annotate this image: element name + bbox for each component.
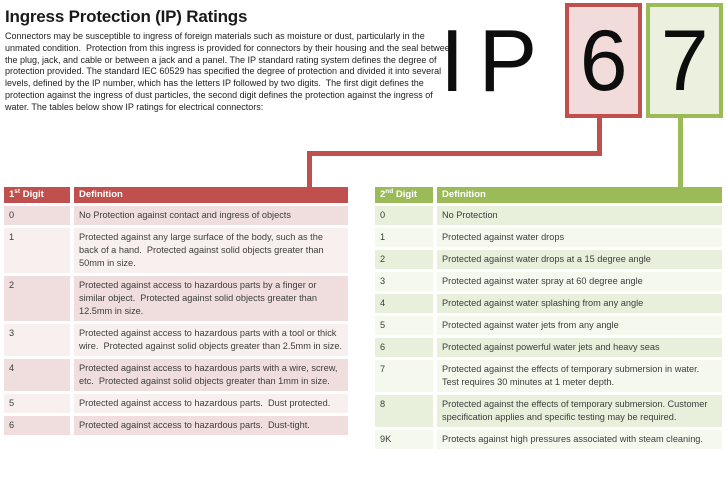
table-row: 3 Protected against water spray at 60 de… xyxy=(375,272,722,291)
page-title: Ingress Protection (IP) Ratings xyxy=(5,7,248,26)
table-row: 0 No Protection xyxy=(375,206,722,225)
digit-cell: 3 xyxy=(375,272,433,291)
table-row: 8 Protected against the effects of tempo… xyxy=(375,395,722,427)
second-digit-header-cell: 2nd Digit xyxy=(375,187,433,203)
definition-cell: Protected against water drops xyxy=(437,228,722,247)
digit-cell: 5 xyxy=(4,394,70,413)
definition-cell: Protected against water jets from any an… xyxy=(437,316,722,335)
digit-cell: 3 xyxy=(4,324,70,356)
first-digit-value: 6 xyxy=(579,12,628,109)
definition-cell: Protected against water spray at 60 degr… xyxy=(437,272,722,291)
definition-cell: Protected against powerful water jets an… xyxy=(437,338,722,357)
second-digit-value: 7 xyxy=(660,12,709,109)
table-row: 6 Protected against powerful water jets … xyxy=(375,338,722,357)
table-row: 4 Protected against access to hazardous … xyxy=(4,359,348,391)
table-row: 5 Protected against water jets from any … xyxy=(375,316,722,335)
definition-cell: Protected against access to hazardous pa… xyxy=(74,324,348,356)
definition-cell: Protected against the effects of tempora… xyxy=(437,395,722,427)
digit-cell: 0 xyxy=(375,206,433,225)
first-digit-connector-drop xyxy=(307,151,312,187)
definition-cell: Protected against the effects of tempora… xyxy=(437,360,722,392)
digit-cell: 9K xyxy=(375,430,433,449)
digit-cell: 0 xyxy=(4,206,70,225)
first-digit-table: 1st Digit Definition 0 No Protection aga… xyxy=(4,187,348,435)
digit-cell: 8 xyxy=(375,395,433,427)
digit-cell: 1 xyxy=(375,228,433,247)
digit-cell: 7 xyxy=(375,360,433,392)
second-digit-box: 7 xyxy=(646,3,724,118)
definition-cell: Protected against access to hazardous pa… xyxy=(74,276,348,321)
definition-cell: No Protection xyxy=(437,206,722,225)
table-row: 4 Protected against water splashing from… xyxy=(375,294,722,313)
first-digit-box: 6 xyxy=(565,3,643,118)
second-digit-table-header: 2nd Digit Definition xyxy=(375,187,722,203)
table-row: 3 Protected against access to hazardous … xyxy=(4,324,348,356)
second-digit-table-body: 0 No Protection 1 Protected against wate… xyxy=(375,206,722,449)
definition-cell: Protects against high pressures associat… xyxy=(437,430,722,449)
definition-cell: Protected against access to hazardous pa… xyxy=(74,394,348,413)
definition-cell: No Protection against contact and ingres… xyxy=(74,206,348,225)
table-row: 9K Protects against high pressures assoc… xyxy=(375,430,722,449)
first-digit-table-header: 1st Digit Definition xyxy=(4,187,348,203)
digit-cell: 4 xyxy=(4,359,70,391)
ip-letter-p: P xyxy=(478,10,538,110)
ip-rating-graphic: I P 6 7 xyxy=(440,3,724,118)
digit-cell: 1 xyxy=(4,228,70,273)
second-digit-connector-drop xyxy=(678,117,683,187)
intro-paragraph: Connectors may be susceptible to ingress… xyxy=(5,31,458,112)
ip-letter-i: I xyxy=(440,10,465,110)
table-row: 7 Protected against the effects of tempo… xyxy=(375,360,722,392)
table-row: 5 Protected against access to hazardous … xyxy=(4,394,348,413)
definition-cell: Protected against any large surface of t… xyxy=(74,228,348,273)
digit-cell: 2 xyxy=(375,250,433,269)
first-digit-connector-stem xyxy=(597,117,602,156)
definition-cell: Protected against water splashing from a… xyxy=(437,294,722,313)
definition-header-cell: Definition xyxy=(74,187,348,203)
table-row: 1 Protected against any large surface of… xyxy=(4,228,348,273)
second-digit-table: 2nd Digit Definition 0 No Protection 1 P… xyxy=(375,187,722,449)
digit-cell: 6 xyxy=(375,338,433,357)
table-row: 1 Protected against water drops xyxy=(375,228,722,247)
first-digit-table-body: 0 No Protection against contact and ingr… xyxy=(4,206,348,435)
table-row: 6 Protected against access to hazardous … xyxy=(4,416,348,435)
digit-cell: 6 xyxy=(4,416,70,435)
table-row: 2 Protected against access to hazardous … xyxy=(4,276,348,321)
definition-header-cell: Definition xyxy=(437,187,722,203)
table-row: 0 No Protection against contact and ingr… xyxy=(4,206,348,225)
definition-cell: Protected against access to hazardous pa… xyxy=(74,359,348,391)
first-digit-header-cell: 1st Digit xyxy=(4,187,70,203)
table-row: 2 Protected against water drops at a 15 … xyxy=(375,250,722,269)
digit-cell: 5 xyxy=(375,316,433,335)
definition-cell: Protected against access to hazardous pa… xyxy=(74,416,348,435)
digit-cell: 2 xyxy=(4,276,70,321)
first-digit-connector-horizontal xyxy=(307,151,602,156)
definition-cell: Protected against water drops at a 15 de… xyxy=(437,250,722,269)
digit-cell: 4 xyxy=(375,294,433,313)
